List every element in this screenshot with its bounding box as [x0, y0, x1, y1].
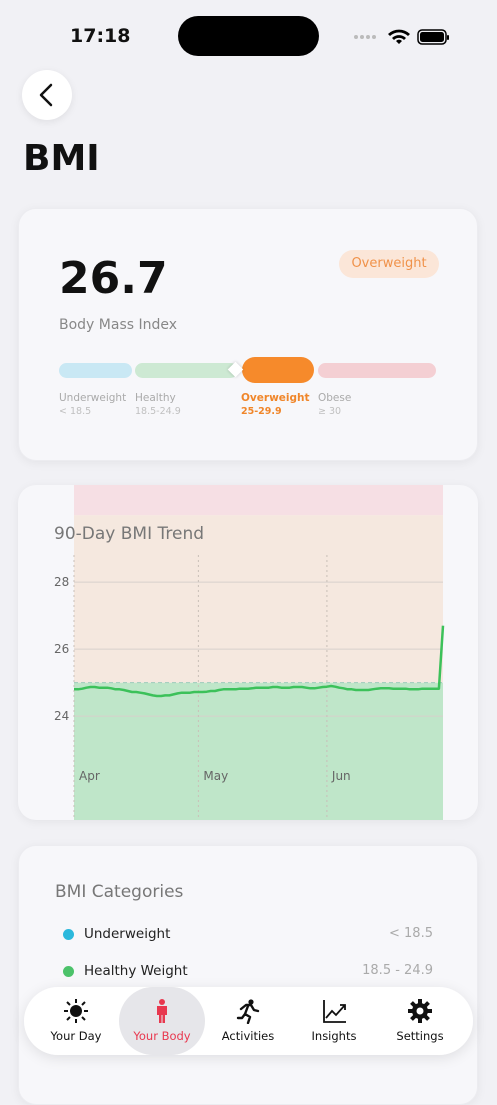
band-overweight [74, 515, 443, 683]
tab-item[interactable]: Your Day [33, 987, 119, 1055]
tab-icon [408, 999, 432, 1023]
y-tick-label: 26 [54, 642, 69, 656]
x-tick-label: May [203, 769, 228, 783]
category-name: Underweight [84, 926, 171, 942]
tab-label: Settings [396, 1029, 444, 1043]
tab-item[interactable]: Activities [205, 987, 291, 1055]
scale-label: Obese [318, 392, 352, 404]
status-badge: Overweight [339, 250, 439, 278]
tab-item[interactable]: Your Body [119, 987, 205, 1055]
categories-title: BMI Categories [55, 882, 184, 902]
y-tick-label: 28 [54, 575, 69, 589]
scale-segment [59, 363, 132, 378]
trend-line [74, 625, 445, 698]
categories-card: BMI Categories Underweight < 18.5 Healthy … [18, 845, 478, 1105]
back-icon [39, 83, 53, 107]
chart-title: 90-Day BMI Trend [54, 524, 204, 544]
tab-label: Activities [221, 1029, 275, 1043]
scale-range: < 18.5 [59, 406, 92, 417]
category-dot [63, 929, 74, 940]
category-dot [63, 966, 74, 977]
band-healthy [74, 682, 443, 820]
scale-range: 25-29.9 [241, 406, 282, 417]
scale-segment-active [242, 357, 314, 383]
screen: 17:18 BMI 26.7 Body Mass Index Overweigh… [18, 16, 478, 1105]
category-range: < 18.5 [389, 926, 433, 941]
tab-bar: Your Day Your Body Activities Insights Setti… [24, 987, 473, 1055]
scale-range: 18.5-24.9 [135, 406, 181, 417]
page-title: BMI [23, 138, 100, 179]
scale-segment [318, 363, 436, 378]
trend-chart: 90-Day BMI Trend 24 26 28 Apr May Jun [18, 485, 478, 820]
tab-label: Insights [311, 1029, 357, 1043]
tab-icon [323, 1000, 346, 1023]
status-time: 17:18 [70, 25, 131, 47]
x-tick-label: Jun [331, 769, 351, 783]
bmi-label: Body Mass Index [59, 317, 178, 333]
category-range: 18.5 - 24.9 [362, 963, 433, 978]
tab-icon [64, 999, 88, 1023]
x-tick-label: Apr [79, 769, 100, 783]
tab-item[interactable]: Settings [377, 987, 463, 1055]
scale-label: Overweight [241, 392, 310, 404]
scale-range: ≥ 30 [318, 406, 342, 417]
dynamic-island [178, 16, 319, 56]
scale-label: Healthy [135, 392, 176, 404]
tab-icon [157, 999, 167, 1023]
category-name: Healthy Weight [84, 963, 188, 979]
scale-segment [135, 363, 238, 378]
summary-card: 26.7 Body Mass Index Overweight Underwei… [18, 208, 478, 461]
tab-item[interactable]: Insights [291, 987, 377, 1055]
tab-icon [236, 999, 260, 1024]
tab-label: Your Body [133, 1029, 191, 1043]
band-obese [74, 485, 443, 516]
y-tick-label: 24 [54, 709, 69, 723]
bmi-value: 26.7 [59, 253, 168, 304]
status-icons [354, 29, 449, 45]
scale-label: Underweight [59, 392, 127, 404]
back-button[interactable] [22, 70, 72, 120]
tab-label: Your Day [50, 1029, 102, 1043]
